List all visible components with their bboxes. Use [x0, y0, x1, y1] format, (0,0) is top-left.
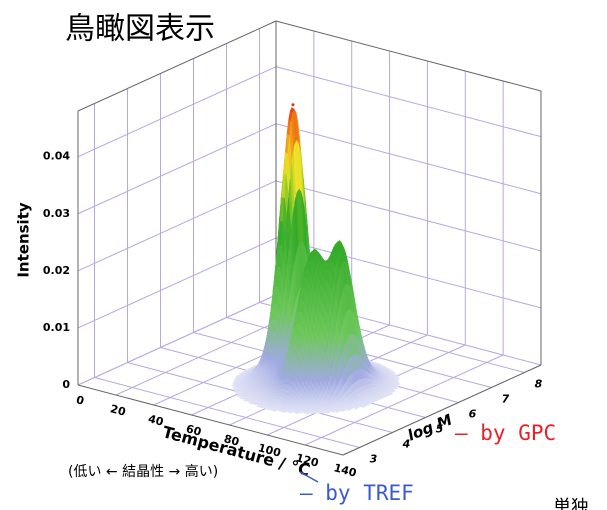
x-tick-label: 20 [109, 402, 127, 419]
x-tick-label: 80 [222, 432, 240, 449]
grid-line [77, 66, 277, 158]
surface-patch [287, 410, 294, 414]
annotation: 単独 [553, 497, 589, 510]
surface-patch [330, 409, 336, 413]
z-tick-label: 0.01 [43, 321, 70, 334]
peak [291, 103, 295, 107]
box-edge [77, 20, 277, 112]
z-tick-label: 0.03 [43, 207, 70, 220]
grid-line [275, 237, 542, 309]
surface [230, 103, 401, 415]
annotation: (低い ← 結晶性 → 高い) [68, 463, 218, 480]
surface-patch [304, 411, 310, 415]
surface-patch [316, 410, 322, 415]
surface-patch [340, 408, 346, 412]
surface-patch [312, 410, 318, 415]
annotation: — by TREF [300, 481, 414, 505]
surface-patch [272, 408, 278, 412]
surface-patch [320, 410, 326, 414]
grid-line [77, 237, 277, 329]
y-tick-label: 6 [469, 408, 477, 421]
grid-line [304, 354, 504, 446]
z-axis-label: Intensity [15, 202, 33, 278]
grid-line [275, 66, 542, 138]
box-edge [77, 384, 344, 456]
surface-patch [281, 409, 287, 414]
z-tick-label: 0 [62, 378, 70, 391]
y-tick-label: 5 [436, 423, 444, 436]
connector [299, 471, 319, 483]
grid-line [275, 180, 542, 252]
labels: 0 0.01 0.02 0.03 0.04 0 20 40 60 80 100 120 140 3 4 5 6 7… [43, 150, 543, 480]
surface-patch [294, 410, 300, 415]
y-tick-label: 7 [502, 393, 510, 406]
surface-patch [345, 408, 351, 412]
grid-line [77, 294, 277, 386]
annotation: — by GPC [455, 421, 556, 445]
y-tick-label: 3 [370, 453, 378, 466]
x-tick-label: 140 [332, 461, 358, 480]
surface-patch [334, 409, 340, 413]
y-tick-label: 8 [535, 378, 543, 391]
grid-line [94, 377, 360, 448]
surface-patch [360, 404, 366, 408]
grid-line [77, 180, 277, 272]
x-tick-label: 0 [75, 393, 86, 408]
grid-line [275, 123, 542, 195]
z-tick-label: 0.04 [43, 150, 70, 163]
box-edge [275, 20, 542, 92]
x-tick-label: 120 [294, 451, 320, 470]
y-tick-label: 4 [402, 438, 411, 451]
x-tick-label: 60 [185, 422, 203, 439]
surface-patch [353, 406, 359, 410]
x-tick-label: 100 [257, 441, 283, 460]
walls [77, 20, 542, 456]
peak [310, 252, 314, 256]
x-tick-label: 40 [147, 412, 165, 429]
box-edge [342, 364, 542, 456]
surface-patch [324, 410, 330, 414]
z-tick-label: 0.02 [43, 264, 70, 277]
surface-patch [298, 410, 304, 414]
grid-line [77, 123, 277, 215]
peak [339, 247, 343, 251]
chart-title: 鳥瞰図表示 [65, 12, 215, 47]
surface-patch [308, 411, 314, 415]
